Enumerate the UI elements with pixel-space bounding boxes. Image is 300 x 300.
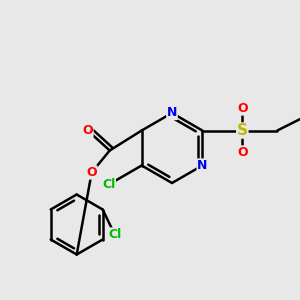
- Text: S: S: [237, 123, 248, 138]
- Text: O: O: [86, 166, 97, 179]
- Text: N: N: [197, 159, 208, 172]
- Text: Cl: Cl: [108, 228, 121, 241]
- Text: O: O: [237, 102, 247, 115]
- Text: O: O: [82, 124, 93, 137]
- Text: Cl: Cl: [102, 178, 116, 191]
- Text: N: N: [167, 106, 177, 119]
- Text: O: O: [237, 146, 247, 159]
